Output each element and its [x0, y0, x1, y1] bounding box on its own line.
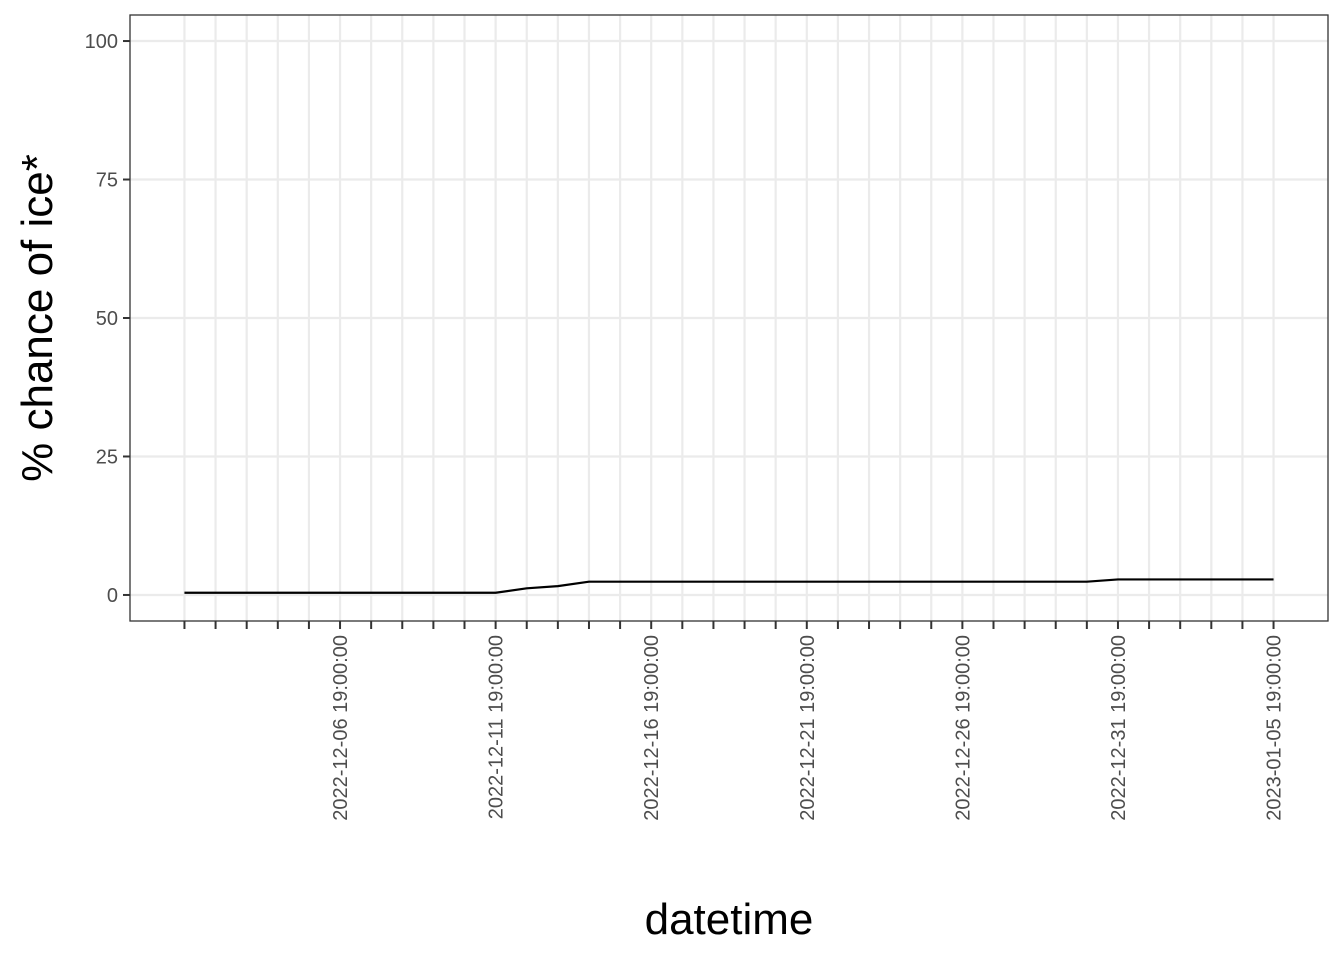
x-tick-label: 2022-12-21 19:00:00: [797, 635, 819, 821]
grid-lines: [130, 15, 1328, 621]
x-tick-label: 2022-12-31 19:00:00: [1108, 635, 1130, 821]
x-axis: 2022-12-06 19:00:00 2022-12-11 19:00:00 20…: [183, 621, 1286, 821]
x-tick-label: 2022-12-06 19:00:00: [330, 635, 352, 821]
x-tick-label: 2022-12-26 19:00:00: [952, 635, 974, 821]
y-tick-label: 100: [85, 31, 118, 53]
y-axis: 0 25 50 75 100: [85, 31, 130, 607]
x-tick-label: 2023-01-05 19:00:00: [1264, 635, 1286, 821]
x-tick-label: 2022-12-16 19:00:00: [641, 635, 663, 821]
series-lines: [184, 578, 1274, 594]
y-tick-label: 75: [96, 170, 118, 192]
x-axis-title: datetime: [645, 895, 814, 944]
y-tick-label: 50: [96, 308, 118, 330]
y-axis-title: % chance of ice*: [13, 154, 62, 482]
y-tick-label: 25: [96, 446, 118, 468]
series-line: [184, 578, 1274, 594]
x-tick-label: 2022-12-11 19:00:00: [486, 635, 508, 819]
y-tick-label: 0: [107, 585, 118, 607]
